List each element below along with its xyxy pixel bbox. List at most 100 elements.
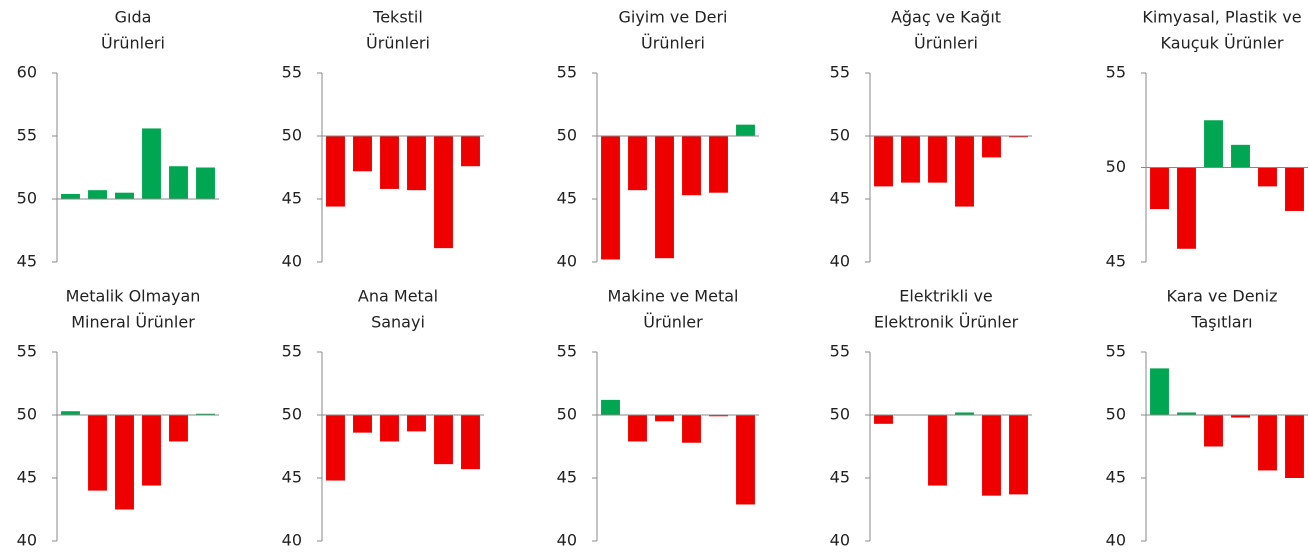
bar — [982, 415, 1001, 496]
y-tick-label: 45 — [17, 468, 37, 487]
bar — [655, 415, 674, 422]
bar — [1258, 167, 1277, 187]
y-tick-label: 55 — [557, 342, 577, 361]
y-tick-label: 50 — [17, 405, 37, 424]
chart-title: Ağaç ve Kağıt — [891, 8, 1001, 27]
bar — [380, 415, 399, 442]
y-tick-label: 50 — [557, 126, 577, 145]
bar — [1177, 167, 1196, 249]
y-tick-label: 50 — [17, 189, 37, 208]
y-tick-label: 50 — [830, 405, 850, 424]
y-tick-label: 45 — [17, 252, 37, 271]
chart-title: Metalik Olmayan — [66, 287, 201, 306]
bar — [1258, 415, 1277, 471]
y-tick-label: 55 — [282, 63, 302, 82]
bar — [196, 413, 215, 415]
chart-title: Giyim ve Deri — [618, 8, 727, 27]
bar — [1204, 415, 1223, 447]
y-tick-label: 45 — [557, 189, 577, 208]
bar — [901, 136, 920, 183]
bar — [1231, 415, 1250, 418]
bar — [982, 136, 1001, 158]
chart-title: Tekstil — [372, 8, 423, 27]
bar — [955, 412, 974, 415]
bar — [142, 415, 161, 486]
bar — [655, 136, 674, 259]
bar — [326, 136, 345, 207]
bar — [353, 415, 372, 433]
bar — [169, 166, 188, 199]
chart-title: Ana Metal — [358, 287, 438, 306]
bar — [196, 167, 215, 199]
bar — [682, 136, 701, 196]
chart-title: Ürünleri — [914, 34, 978, 53]
bar — [628, 136, 647, 191]
y-tick-label: 45 — [1106, 468, 1126, 487]
y-tick-label: 55 — [1106, 63, 1126, 82]
bar — [461, 415, 480, 470]
chart-title: Makine ve Metal — [608, 287, 739, 306]
bar — [736, 124, 755, 136]
y-tick-label: 45 — [557, 468, 577, 487]
y-tick-label: 45 — [282, 468, 302, 487]
y-tick-label: 50 — [1106, 157, 1126, 176]
bar — [434, 136, 453, 249]
bar — [1285, 167, 1304, 211]
y-tick-label: 55 — [282, 342, 302, 361]
y-tick-label: 50 — [1106, 405, 1126, 424]
bar — [955, 136, 974, 207]
bar — [353, 136, 372, 172]
bar — [1150, 167, 1169, 210]
chart-title: Gıda — [115, 8, 152, 27]
bar — [61, 193, 80, 199]
bar — [628, 415, 647, 442]
y-tick-label: 40 — [557, 252, 577, 271]
bar — [88, 190, 107, 199]
chart-title: Ürünleri — [101, 34, 165, 53]
bar — [1150, 368, 1169, 415]
chart-title: Kara ve Deniz — [1166, 287, 1277, 306]
bar — [1285, 415, 1304, 478]
y-tick-label: 55 — [557, 63, 577, 82]
chart-title: Mineral Ürünler — [71, 313, 195, 332]
chart-title: Elektronik Ürünler — [874, 313, 1019, 332]
bar — [1009, 415, 1028, 495]
bar — [142, 128, 161, 199]
chart-title: Kimyasal, Plastik ve — [1142, 8, 1301, 27]
y-tick-label: 40 — [830, 531, 850, 550]
y-tick-label: 55 — [830, 342, 850, 361]
bar — [1177, 412, 1196, 415]
y-tick-label: 40 — [557, 531, 577, 550]
y-tick-label: 40 — [282, 252, 302, 271]
y-tick-label: 50 — [282, 405, 302, 424]
bar — [601, 136, 620, 260]
y-tick-label: 60 — [17, 63, 37, 82]
chart-title: Taşıtları — [1190, 313, 1252, 332]
bar — [736, 415, 755, 505]
chart-title: Kauçuk Ürünler — [1161, 34, 1284, 53]
chart-title: Ürünler — [643, 313, 703, 332]
chart-title: Elektrikli ve — [899, 287, 993, 306]
bar — [434, 415, 453, 465]
y-tick-label: 40 — [1106, 531, 1126, 550]
chart-title: Ürünleri — [641, 34, 705, 53]
bar — [115, 415, 134, 510]
bar — [461, 136, 480, 167]
y-tick-label: 45 — [1106, 252, 1126, 271]
bar — [407, 136, 426, 191]
y-tick-label: 50 — [557, 405, 577, 424]
y-tick-label: 45 — [282, 189, 302, 208]
y-tick-label: 50 — [282, 126, 302, 145]
bar — [874, 136, 893, 187]
bar — [326, 415, 345, 481]
bar — [169, 415, 188, 442]
bar — [928, 136, 947, 183]
bar — [61, 411, 80, 415]
chart-title: Ürünleri — [366, 34, 430, 53]
y-tick-label: 40 — [282, 531, 302, 550]
y-tick-label: 40 — [17, 531, 37, 550]
bar — [115, 192, 134, 199]
y-tick-label: 55 — [830, 63, 850, 82]
bar — [1009, 136, 1028, 138]
bar — [1231, 144, 1250, 168]
